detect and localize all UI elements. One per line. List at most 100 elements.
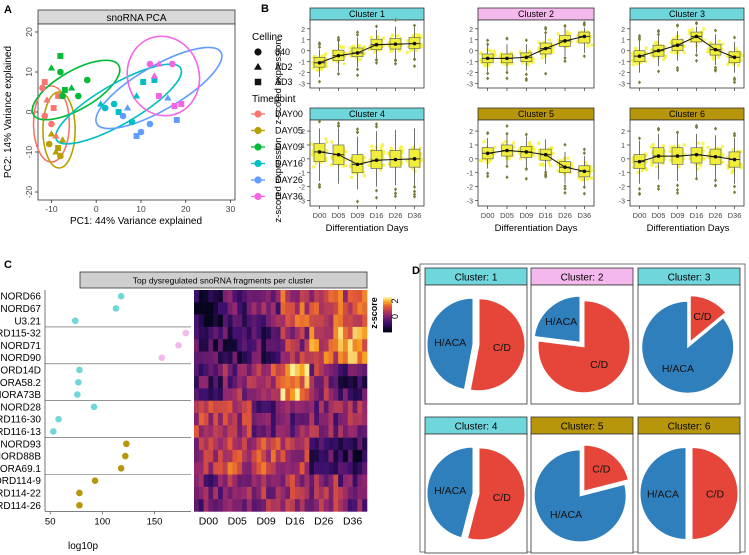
heatmap-cell [203, 462, 209, 475]
heatmap-cell [294, 474, 301, 488]
heatmap-cell [275, 326, 281, 340]
heatmap-cell [328, 400, 334, 414]
heatmap-cell [290, 499, 296, 512]
heatmap-cell [261, 486, 267, 500]
pca-point [52, 148, 60, 155]
panel-label-a: A [4, 4, 12, 16]
heatmap-cell [342, 302, 349, 315]
heatmap-cell [290, 425, 296, 438]
box-xtick-label: D05 [332, 211, 346, 220]
heatmap-cell [323, 388, 329, 401]
heatmap-cell [323, 302, 329, 315]
heatmap-cell [338, 339, 344, 352]
box-outlier [317, 119, 322, 124]
heatmap-cell [213, 326, 219, 340]
heatmap-cell [304, 486, 310, 500]
heatmap-cell [261, 474, 267, 488]
heatmap-cell [194, 388, 200, 401]
box-jitter-point [556, 169, 560, 173]
box-outlier [637, 80, 642, 85]
pie-cluster-4: Cluster: 4 C/D H/ACA [424, 416, 528, 554]
heatmap-cell [208, 326, 214, 340]
heatmap-cell [270, 302, 276, 315]
heatmap-cell [342, 290, 349, 303]
dotplot-row-label: SNORA58.2 [0, 378, 41, 389]
heatmap-cell [218, 339, 224, 352]
heatmap-cell [208, 462, 214, 475]
heatmap-cell [213, 339, 219, 352]
pie-cluster-5: Cluster: 5 C/D H/ACA [530, 416, 634, 554]
dotplot-row-label: SNORD90 [0, 353, 41, 364]
heatmap-cell [309, 400, 315, 414]
heatmap-cell [266, 388, 272, 401]
box-outlier [486, 131, 490, 136]
panel-label-d: D [412, 265, 420, 277]
heatmap-cell [294, 290, 301, 303]
heatmap-cell [198, 437, 204, 451]
heatmap-cell [251, 363, 257, 377]
heatmap-cell [323, 376, 329, 389]
box-median-dot [524, 150, 529, 154]
heatmap-cell [208, 376, 214, 389]
pca-point [57, 68, 64, 76]
pca-point [151, 77, 158, 83]
box-median-dot [582, 34, 587, 39]
heatmap-cell [251, 376, 257, 389]
pie-slice-label: H/ACA [662, 363, 694, 375]
heatmap-cell [299, 400, 305, 414]
heatmap-cell [261, 326, 267, 340]
heatmap-cell [338, 437, 344, 451]
heatmap-cell [198, 486, 204, 500]
box-outlier [317, 42, 322, 47]
heatmap-cell [256, 363, 262, 377]
pca-point [155, 60, 163, 67]
heatmap-cell [357, 351, 363, 365]
heatmap-cell [227, 376, 233, 389]
box-jitter-point [376, 35, 380, 39]
box-outlier [656, 126, 661, 131]
heatmap-cell [213, 413, 219, 426]
heatmap-legend-title: z-score [369, 297, 379, 329]
dotplot-row-label: SNORD28 [0, 402, 41, 413]
box-jitter-point [489, 49, 493, 53]
box-jitter-point [362, 156, 367, 160]
heatmap-cell [275, 388, 281, 401]
timepoint-legend-dot [254, 192, 262, 201]
pie-strip-label: Cluster: 5 [561, 422, 604, 433]
box-outlier [656, 184, 661, 189]
pca-point [67, 84, 76, 91]
pca-ellipse-day16 [54, 63, 183, 145]
heatmap-cell [270, 400, 276, 414]
heatmap-cell [299, 449, 305, 463]
heatmap-cell [309, 449, 315, 463]
heatmap-cell [198, 499, 204, 512]
heatmap-cell [323, 449, 329, 463]
dotplot-point [71, 317, 79, 325]
box-jitter-point [482, 139, 486, 144]
heatmap-cell [323, 400, 329, 414]
heatmap-cell [256, 302, 262, 315]
box-jitter-point [562, 156, 566, 160]
heatmap-cell [232, 499, 238, 512]
pca-ytick-label: -10 [24, 146, 34, 159]
heatmap-column-label: D36 [343, 515, 362, 527]
box-outlier [563, 59, 567, 64]
heatmap-cell [285, 314, 291, 328]
heatmap-cell [266, 351, 272, 365]
heatmap-cell [222, 413, 228, 426]
heatmap-cell [347, 449, 353, 463]
dotplot-point [55, 415, 62, 423]
heatmap-cell [285, 425, 291, 438]
heatmap-cell [208, 363, 214, 377]
heatmap-cell [237, 400, 243, 414]
heatmap-cell [275, 425, 281, 438]
box-jitter-point [493, 145, 497, 149]
heatmap-cell [208, 474, 214, 488]
heatmap-cell [251, 437, 257, 451]
pie-slice-label: C/D [706, 489, 725, 501]
box-outlier [732, 35, 737, 40]
box-jitter-point [711, 55, 715, 59]
heatmap-column-label: D26 [314, 515, 333, 527]
box-outlier [656, 28, 661, 33]
